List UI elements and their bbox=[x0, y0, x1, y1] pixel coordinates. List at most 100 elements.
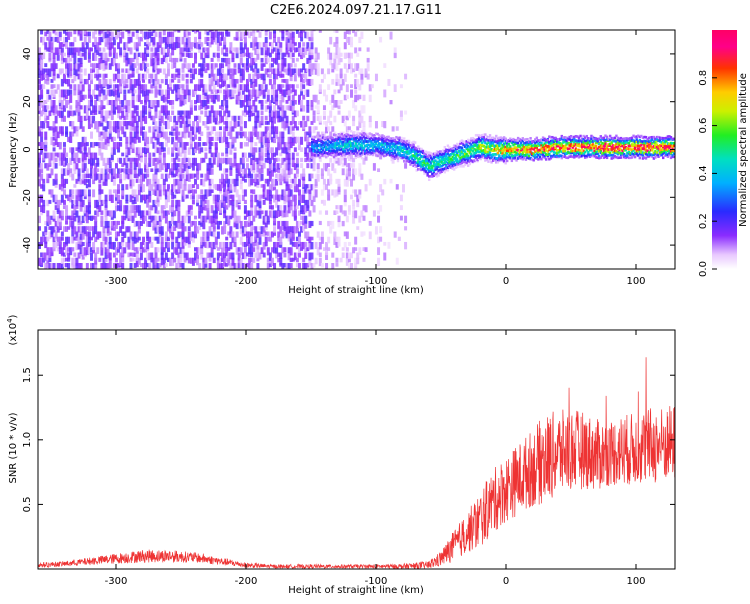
spectrogram-cell bbox=[246, 57, 249, 66]
spectrogram-cell bbox=[106, 57, 110, 62]
spectrogram-cell bbox=[60, 52, 64, 61]
spectrogram-cell bbox=[94, 47, 98, 53]
spectrogram-cell bbox=[117, 205, 121, 211]
spectrogram-cell bbox=[100, 100, 104, 108]
spectrogram-track-cell bbox=[314, 155, 317, 159]
spectrogram-track-cell bbox=[399, 146, 403, 150]
spectrogram-cell bbox=[343, 210, 347, 217]
spectrogram-cell bbox=[275, 199, 279, 208]
spectrogram-cell bbox=[90, 263, 93, 269]
spectrogram-cell bbox=[345, 36, 349, 43]
spectrogram-cell bbox=[287, 157, 291, 165]
spectrogram-cell bbox=[60, 78, 64, 87]
spectrogram-cell bbox=[281, 210, 285, 218]
spectrogram-cell bbox=[333, 210, 337, 216]
spectrogram-track-cell bbox=[395, 135, 398, 139]
spectrogram-cell bbox=[218, 89, 222, 94]
spectrogram-cell bbox=[302, 105, 306, 112]
spectrogram-cell bbox=[289, 136, 293, 144]
spectrogram-cell bbox=[135, 231, 139, 238]
spectrogram-cell bbox=[239, 52, 243, 58]
spectrogram-cell bbox=[62, 105, 66, 112]
spectrogram-cell bbox=[300, 100, 304, 109]
spectrogram-cell bbox=[156, 89, 160, 95]
spectrogram-track-cell bbox=[487, 150, 490, 154]
spectrogram-cell bbox=[123, 210, 127, 215]
spectrogram-cell bbox=[239, 126, 243, 132]
spectrogram-cell bbox=[246, 68, 249, 73]
spectrogram-track-cell bbox=[345, 141, 348, 144]
spectrogram-cell bbox=[325, 252, 329, 261]
spectrogram-cell bbox=[281, 173, 285, 182]
spectrogram-cell bbox=[173, 115, 177, 123]
spectrogram-cell bbox=[335, 263, 339, 267]
spectrogram-cell bbox=[94, 142, 98, 147]
spectrogram-cell bbox=[304, 220, 308, 229]
spectrogram-cell bbox=[281, 84, 285, 88]
spectrogram-cell bbox=[162, 178, 166, 185]
spectrogram-cell bbox=[166, 226, 170, 232]
spectrogram-track-cell bbox=[335, 138, 339, 142]
spectrogram-cell bbox=[158, 89, 162, 96]
spectrogram-track-cell bbox=[493, 158, 496, 162]
spectrogram-track-cell bbox=[321, 152, 325, 156]
spectrogram-cell bbox=[310, 68, 314, 75]
spectrogram-cell bbox=[266, 136, 270, 144]
spectrogram-cell bbox=[256, 47, 260, 54]
spectrogram-cell bbox=[52, 68, 56, 76]
spectrogram-cell bbox=[268, 78, 272, 86]
spectrogram-cell bbox=[206, 168, 210, 174]
spectrogram-cell bbox=[287, 205, 291, 214]
spectrogram-cell bbox=[110, 89, 114, 96]
spectrogram-track-cell bbox=[315, 154, 319, 158]
spectrogram-cell bbox=[77, 63, 81, 72]
spectrogram-track-cell bbox=[437, 154, 440, 158]
spectrogram-cell bbox=[223, 94, 227, 101]
spectrogram-cell bbox=[198, 68, 202, 76]
spectrogram-cell bbox=[42, 205, 46, 214]
spectrogram-cell bbox=[83, 147, 87, 155]
spectrogram-cell bbox=[273, 157, 277, 166]
spectrogram-cell bbox=[210, 142, 214, 146]
spectrogram-cell bbox=[404, 215, 408, 224]
spectrogram-cell bbox=[347, 241, 351, 246]
spectrogram-track-cell bbox=[348, 144, 351, 148]
spectrogram-cell bbox=[283, 220, 287, 229]
spectrogram-track-cell bbox=[448, 165, 451, 169]
spectrogram-track-cell bbox=[339, 148, 342, 152]
spectrogram-track-cell bbox=[360, 156, 364, 160]
spectrogram-track-cell bbox=[442, 149, 445, 153]
spectrogram-cell bbox=[248, 257, 252, 265]
spectrogram-cell bbox=[169, 100, 173, 106]
spectrogram-cell bbox=[273, 152, 277, 157]
spectrogram-cell bbox=[291, 178, 295, 184]
spectrogram-cell bbox=[273, 105, 277, 112]
spectrogram-cell bbox=[204, 241, 208, 248]
spectrogram-track-cell bbox=[477, 135, 481, 138]
spectrogram-cell bbox=[144, 52, 148, 61]
spectrogram-track-cell bbox=[339, 133, 342, 137]
spectrogram-cell bbox=[125, 105, 129, 113]
spectrogram-track-cell bbox=[474, 158, 478, 161]
spectrogram-cell bbox=[283, 194, 287, 202]
spectrogram-cell bbox=[281, 131, 285, 139]
spectrogram-cell bbox=[154, 89, 158, 98]
spectrogram-cell bbox=[283, 199, 287, 205]
spectrogram-cell bbox=[316, 247, 320, 256]
spectrogram-cell bbox=[291, 136, 295, 143]
spectrogram-track-cell bbox=[398, 142, 401, 145]
spectrogram-cell bbox=[312, 205, 316, 213]
spectrogram-track-cell bbox=[390, 155, 393, 159]
spectrogram-cell bbox=[108, 36, 112, 42]
spectrogram-cell bbox=[302, 205, 306, 212]
spectrogram-cell bbox=[139, 263, 143, 268]
spectrogram-track-cell bbox=[468, 156, 471, 160]
spectrogram-cell bbox=[146, 247, 150, 252]
spectrogram-cell bbox=[314, 68, 318, 75]
spectrogram-cell bbox=[231, 142, 235, 149]
spectrogram-cell bbox=[158, 231, 162, 237]
spectrogram-track-cell bbox=[360, 151, 364, 155]
spectrogram-cell bbox=[194, 100, 197, 105]
spectrogram-cell bbox=[58, 215, 62, 223]
spectrogram-cell bbox=[295, 84, 299, 89]
